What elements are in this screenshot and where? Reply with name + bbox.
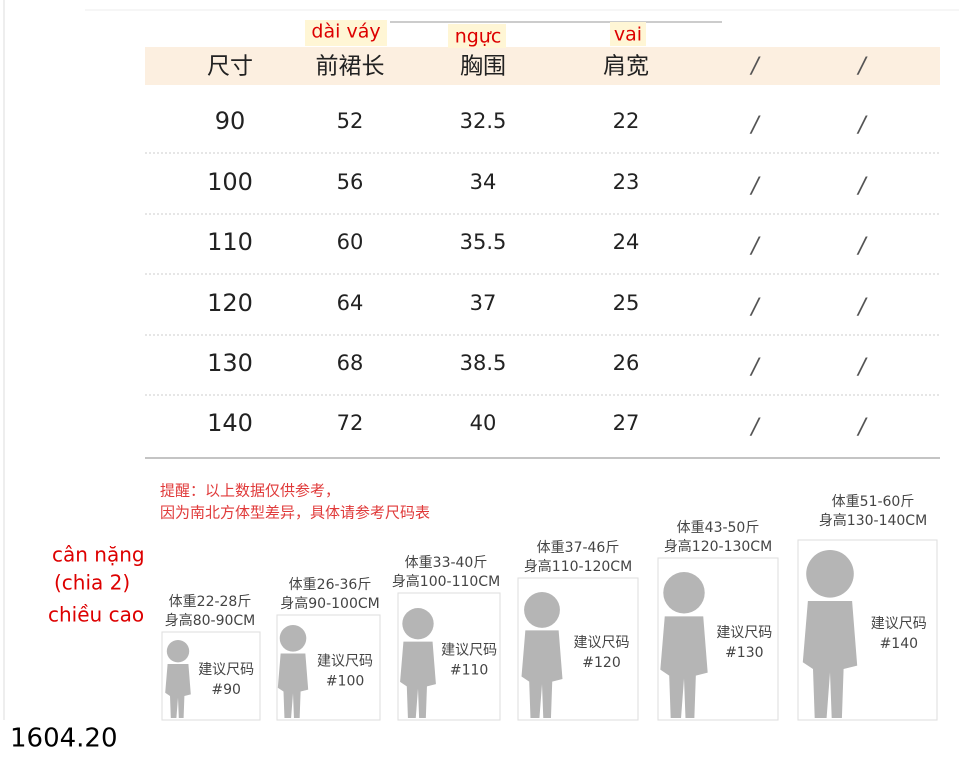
table-cell: 38.5: [460, 351, 507, 375]
child-body: [165, 664, 191, 718]
table-cell: 32.5: [460, 109, 507, 133]
header-cell: /: [749, 54, 761, 79]
figure-size: #90: [211, 682, 241, 698]
figure-box: [797, 539, 938, 721]
table-cell: 100: [207, 168, 253, 196]
table-cell: 110: [207, 228, 253, 256]
figure-label: 建议尺码: [871, 616, 927, 632]
footer: 1604.20: [10, 724, 118, 754]
child-head: [279, 625, 307, 652]
annotation: ngực: [455, 26, 502, 48]
figure-size: #130: [725, 645, 763, 661]
figure-weight: 体重43-50斤: [677, 520, 760, 536]
figure-size: #100: [326, 674, 364, 690]
figure-label: 建议尺码: [716, 625, 772, 641]
table-cell: 64: [337, 291, 364, 315]
figure-label: 建议尺码: [441, 643, 497, 659]
figure-weight: 体重22-28斤: [169, 594, 252, 610]
table-cell: 35.5: [460, 230, 507, 254]
table-cell: 72: [337, 411, 364, 435]
child-body: [400, 641, 436, 718]
table-cell: 34: [470, 170, 497, 194]
annotation: dài váy: [311, 21, 380, 43]
figure-size: #140: [880, 636, 918, 652]
figure-weight: 体重33-40斤: [405, 555, 488, 571]
figure-box: [397, 592, 501, 721]
child-body: [660, 616, 708, 718]
table-cell: /: [749, 415, 761, 440]
figure-weight: 体重51-60斤: [832, 494, 915, 510]
table-cell: 40: [470, 411, 497, 435]
header-cell: 肩宽: [603, 54, 649, 80]
table-cell: 120: [207, 289, 253, 317]
figure-box: [517, 577, 639, 721]
child-head: [663, 572, 705, 614]
table-cell: 27: [613, 411, 640, 435]
table-cell: 140: [207, 409, 253, 437]
side-label: chiều cao: [48, 603, 144, 627]
table-cell: 52: [337, 109, 364, 133]
figure-label: 建议尺码: [574, 635, 630, 651]
side-label: cân nặng: [52, 543, 145, 567]
header-cell: 胸围: [460, 54, 506, 80]
figure-size: #110: [450, 663, 488, 679]
child-head: [166, 640, 190, 663]
header-band: [145, 47, 940, 85]
annotation-bg: [610, 22, 646, 46]
child-body: [802, 601, 858, 718]
table-cell: /: [856, 113, 868, 138]
table-cell: 25: [613, 291, 640, 315]
figure-height: 身高90-100CM: [280, 595, 379, 612]
child-head: [402, 608, 434, 640]
table-cell: /: [749, 234, 761, 259]
figure-height: 身高110-120CM: [524, 558, 632, 575]
table-cell: /: [749, 113, 761, 138]
table-cell: 90: [215, 107, 246, 135]
table-cell: 56: [337, 170, 364, 194]
figure-weight: 体重37-46斤: [537, 540, 620, 556]
table-cell: /: [856, 415, 868, 440]
header-cell: 尺寸: [207, 54, 253, 80]
table-cell: /: [749, 295, 761, 320]
table-cell: 26: [613, 351, 640, 375]
table-cell: 24: [613, 230, 640, 254]
child-head: [806, 550, 854, 598]
table-cell: 130: [207, 349, 253, 377]
figure-height: 身高130-140CM: [819, 512, 927, 529]
annotation: vai: [614, 24, 642, 46]
side-label: (chia 2): [54, 571, 130, 595]
figure-height: 身高80-90CM: [165, 612, 256, 629]
table-cell: /: [856, 355, 868, 380]
figure-weight: 体重26-36斤: [289, 577, 372, 593]
annotation-bg: [305, 20, 387, 46]
figure-box: [161, 631, 261, 721]
child-body: [277, 653, 309, 718]
child-body: [521, 630, 563, 718]
table-cell: 22: [613, 109, 640, 133]
table-cell: /: [749, 355, 761, 380]
table-cell: /: [856, 174, 868, 199]
header-cell: 前裙长: [316, 54, 385, 80]
note: 提醒：以上数据仅供参考，: [160, 482, 340, 500]
table-cell: /: [749, 174, 761, 199]
annotation-bg: [448, 24, 506, 48]
note: 因为南北方体型差异，具体请参考尺码表: [160, 504, 430, 522]
table-cell: /: [856, 295, 868, 320]
table-cell: /: [856, 234, 868, 259]
table-cell: 68: [337, 351, 364, 375]
table-cell: 23: [613, 170, 640, 194]
figure-label: 建议尺码: [317, 654, 373, 670]
figure-height: 身高100-110CM: [392, 573, 500, 590]
figure-box: [657, 557, 779, 721]
figure-height: 身高120-130CM: [664, 538, 772, 555]
table-cell: 60: [337, 230, 364, 254]
header-cell: /: [856, 54, 868, 79]
figure-box: [276, 614, 381, 721]
figure-size: #120: [582, 655, 620, 671]
table-cell: 37: [470, 291, 497, 315]
child-head: [524, 592, 560, 628]
figure-label: 建议尺码: [198, 662, 254, 678]
